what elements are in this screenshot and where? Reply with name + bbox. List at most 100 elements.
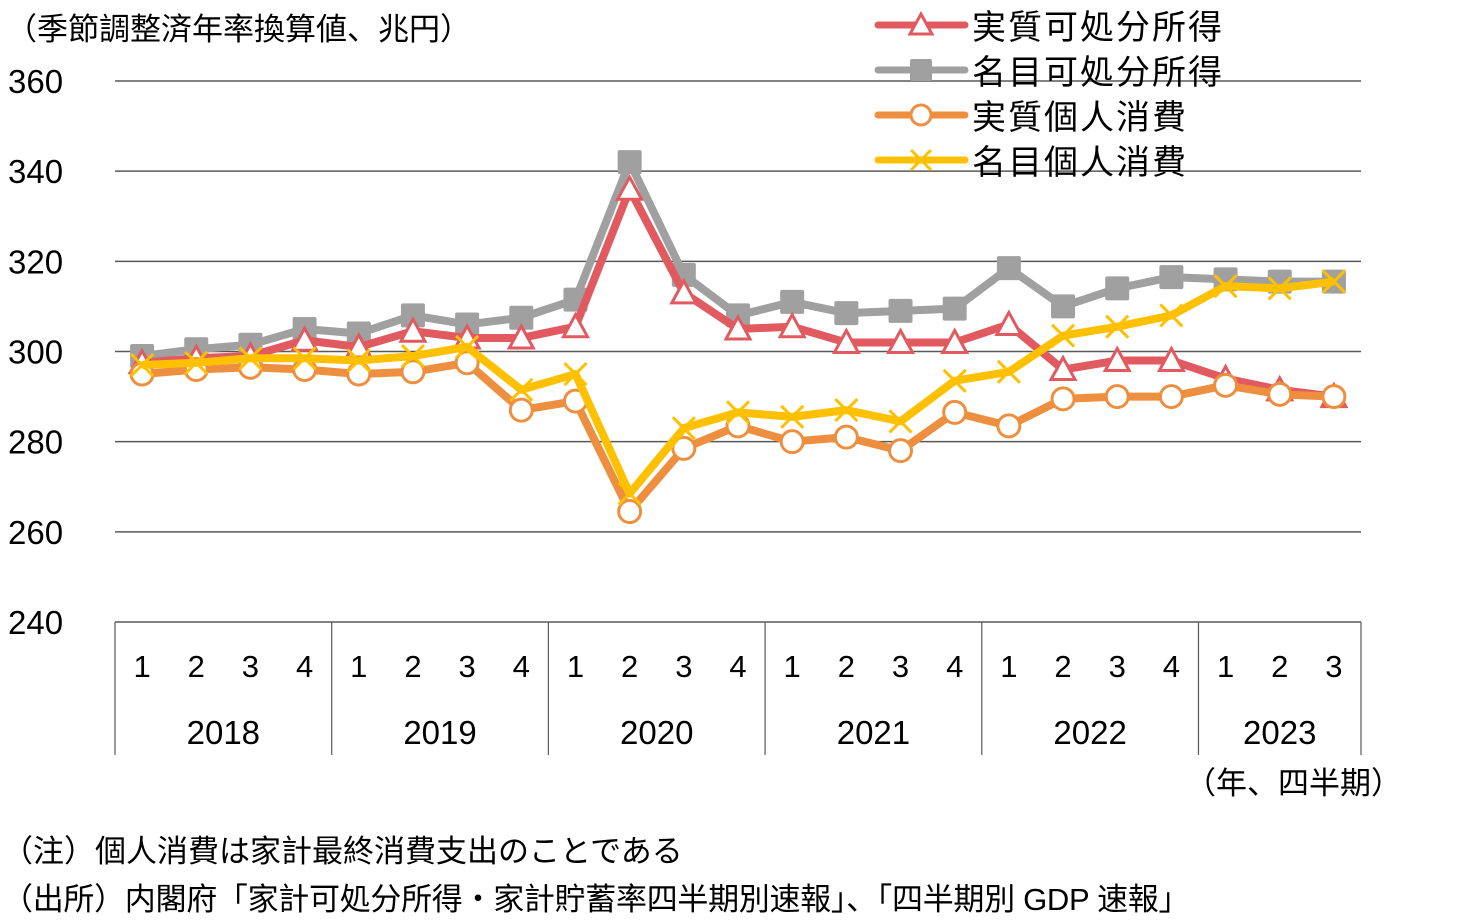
x-tick-label: 1 bbox=[350, 649, 367, 684]
x-stroke bbox=[509, 377, 534, 402]
data-point-square bbox=[942, 296, 967, 321]
x-tick-label: 2 bbox=[404, 649, 421, 684]
x-tick-label: 3 bbox=[459, 649, 476, 684]
x-tick-label: 1 bbox=[1000, 649, 1017, 684]
x-tick-label: 2 bbox=[621, 649, 638, 684]
x-stroke bbox=[888, 409, 913, 434]
x-stroke bbox=[996, 359, 1021, 384]
data-point-x bbox=[509, 377, 534, 402]
data-point-x bbox=[671, 416, 696, 441]
x-stroke bbox=[1213, 274, 1238, 299]
x-stroke bbox=[130, 352, 155, 378]
data-point-square bbox=[509, 305, 534, 330]
x-tick-label: 4 bbox=[296, 649, 313, 684]
data-point-circle bbox=[942, 399, 968, 425]
x-axis: 1 2 3 4 1 2 3 4 1 2 3 4 1 2 3 4 1 2 3 4 1 2 3 2018 2019 2020 2021 2… bbox=[114, 621, 1362, 755]
y-tick-label: 280 bbox=[8, 424, 63, 461]
data-point-x bbox=[1159, 303, 1184, 328]
data-point-x bbox=[1267, 276, 1292, 301]
data-point-triangle bbox=[560, 311, 591, 339]
y-tick-label: 260 bbox=[8, 514, 63, 551]
year-label: 2023 bbox=[1243, 714, 1316, 751]
data-point-triangle bbox=[669, 277, 699, 305]
x-tick-label: 1 bbox=[567, 649, 584, 684]
data-point-square bbox=[1159, 265, 1184, 290]
x-tick-label: 3 bbox=[892, 649, 909, 684]
data-point-circle bbox=[996, 413, 1022, 439]
y-tick-label: 320 bbox=[8, 243, 63, 280]
y-tick-label: 240 bbox=[8, 604, 63, 641]
data-point-triangle bbox=[615, 174, 645, 201]
y-tick-label: 360 bbox=[8, 63, 63, 100]
series-line bbox=[141, 185, 1335, 401]
legend-item-nominal-disposable-income: 名目可処分所得 bbox=[870, 47, 1224, 92]
year-label: 2022 bbox=[1053, 714, 1126, 751]
circle-marker-icon bbox=[874, 103, 969, 126]
data-point-circle bbox=[1321, 384, 1347, 410]
data-point-triangle bbox=[723, 313, 753, 341]
data-point-x bbox=[942, 368, 967, 393]
x-tick-label: 3 bbox=[1325, 649, 1342, 684]
gridlines bbox=[115, 80, 1361, 533]
x-stroke bbox=[1321, 269, 1346, 294]
data-point-circle bbox=[671, 435, 697, 461]
x-tick-label: 4 bbox=[1163, 649, 1180, 684]
data-point-circle bbox=[833, 424, 859, 450]
y-tick-label: 340 bbox=[8, 153, 63, 190]
data-point-triangle bbox=[831, 327, 861, 354]
x-stroke bbox=[780, 404, 805, 429]
data-point-circle bbox=[779, 429, 805, 455]
year-label: 2021 bbox=[837, 714, 910, 751]
data-point-triangle bbox=[885, 327, 916, 354]
data-point-circle bbox=[1050, 386, 1076, 412]
data-point-circle bbox=[1213, 372, 1239, 398]
x-tick-label: 2 bbox=[838, 649, 855, 684]
data-point-circle bbox=[617, 499, 643, 525]
x-stroke bbox=[671, 416, 696, 441]
data-point-x bbox=[346, 348, 371, 373]
x-tick-label: 3 bbox=[1109, 649, 1126, 684]
data-point-triangle bbox=[506, 322, 536, 350]
legend-item-nominal-consumption: 名目個人消費 bbox=[870, 137, 1224, 182]
legend-label: 名目可処分所得 bbox=[972, 54, 1224, 92]
data-point-triangle bbox=[1048, 354, 1078, 382]
x-axis-caption: （年、四半期） bbox=[1185, 766, 1402, 801]
year-label: 2020 bbox=[620, 714, 693, 751]
data-point-x bbox=[130, 352, 155, 378]
data-point-square bbox=[1105, 276, 1130, 301]
x-stroke bbox=[184, 350, 209, 375]
x-stroke bbox=[292, 346, 317, 371]
square-marker-icon bbox=[874, 58, 969, 81]
data-point-x bbox=[1321, 269, 1346, 294]
x-tick-label: 1 bbox=[133, 649, 150, 684]
x-tick-label: 1 bbox=[1217, 649, 1234, 684]
x-marker-icon bbox=[874, 148, 969, 171]
data-point-x bbox=[725, 400, 751, 425]
x-tick-label: 3 bbox=[242, 649, 259, 684]
triangle-marker-icon bbox=[874, 10, 969, 35]
data-point-circle bbox=[888, 438, 914, 464]
y-tick-label: 300 bbox=[8, 334, 63, 371]
data-point-circle bbox=[1158, 384, 1184, 410]
x-tick-label: 4 bbox=[513, 649, 530, 684]
x-stroke bbox=[617, 481, 642, 506]
x-tick-label: 4 bbox=[729, 649, 746, 684]
x-stroke bbox=[400, 343, 426, 369]
x-tick-label: 2 bbox=[1054, 649, 1071, 684]
data-point-circle bbox=[1267, 381, 1293, 407]
data-point-x bbox=[1050, 323, 1076, 348]
x-tick-label: 2 bbox=[188, 649, 205, 684]
year-label: 2019 bbox=[403, 714, 476, 751]
data-point-triangle bbox=[777, 311, 807, 339]
data-point-x bbox=[617, 481, 642, 506]
data-point-triangle bbox=[940, 327, 970, 354]
data-point-circle bbox=[508, 397, 534, 423]
x-stroke bbox=[1267, 276, 1292, 301]
x-tick-label: 4 bbox=[946, 649, 963, 684]
footnote: （注）個人消費は家計最終消費支出のことである bbox=[2, 834, 683, 869]
series-group bbox=[127, 150, 1349, 525]
data-point-x bbox=[563, 361, 588, 387]
y-axis-ticks: 360 340 320 300 280 260 240 bbox=[8, 63, 63, 641]
data-point-x bbox=[888, 409, 913, 434]
